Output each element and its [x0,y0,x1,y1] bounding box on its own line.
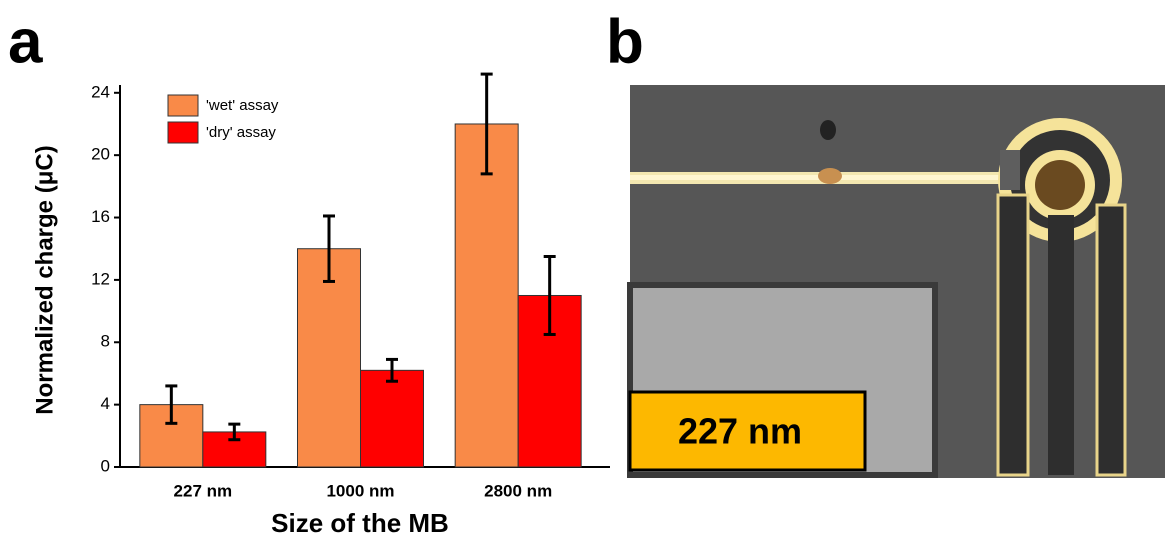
legend-swatch [167,94,199,117]
panel-label: b [606,7,644,76]
legend-swatch [167,121,199,144]
y-tick-label: 4 [101,394,110,413]
error-bar [386,357,398,383]
error-bar [323,214,335,283]
panel-label: a [8,7,43,76]
legend-label: 'dry' assay [206,124,276,141]
bar [360,369,424,468]
scale-label: 227 nm [678,411,802,452]
y-tick-label: 16 [91,207,110,226]
y-tick-label: 24 [91,82,110,101]
x-tick-label: 2800 nm [484,481,552,500]
y-tick-label: 20 [91,145,110,164]
error-bar [480,72,493,176]
error-bar [543,255,556,336]
y-axis-label: Normalized charge (μC) [31,145,58,414]
y-tick-label: 8 [101,332,110,351]
bar [454,123,519,468]
error-bar [165,384,178,425]
x-tick-label: 1000 nm [326,481,394,500]
error-bar [228,422,241,442]
y-tick-label: 0 [101,456,110,475]
photo: 227 nm [627,85,1165,478]
legend-label: 'wet' assay [206,97,279,114]
bar [297,248,361,468]
x-tick-label: 227 nm [174,481,233,500]
y-tick-label: 12 [91,269,110,288]
x-axis-label: Size of the MB [271,508,449,538]
